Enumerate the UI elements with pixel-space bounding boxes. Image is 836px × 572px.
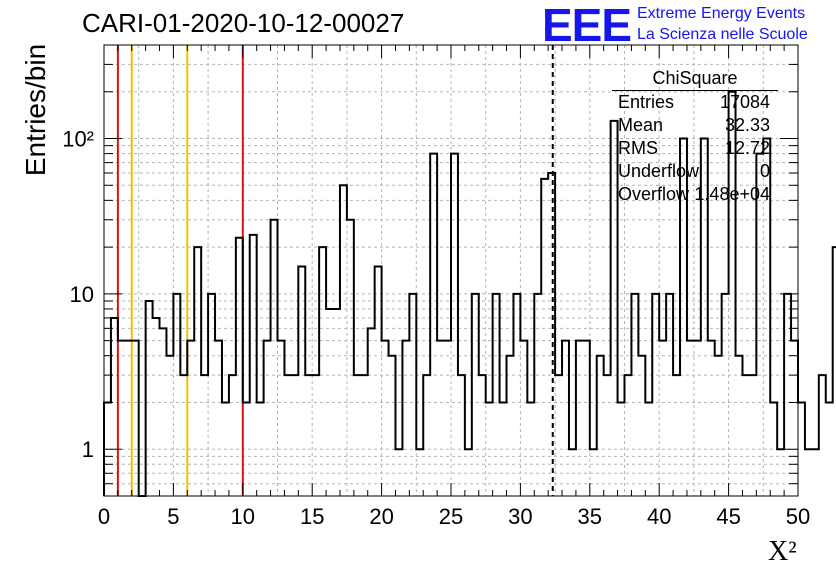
y-tick-label: 10² — [62, 127, 94, 152]
x-tick-label: 45 — [716, 504, 740, 529]
stats-title: ChiSquare — [612, 66, 778, 91]
histogram-series — [103, 90, 836, 497]
stats-row-underflow: Underflow 0 — [612, 160, 778, 183]
stats-value: 1.48e+04 — [694, 184, 770, 204]
x-tick-label: 25 — [439, 504, 463, 529]
x-tick-label: 5 — [167, 504, 179, 529]
logo-line-1: Extreme Energy Events — [637, 5, 806, 22]
stats-value: 12.72 — [724, 138, 770, 158]
stats-row-mean: Mean 32.33 — [612, 114, 778, 137]
stats-row-rms: RMS 12.72 — [612, 137, 778, 160]
y-tick-label: 1 — [82, 437, 94, 462]
logo-caption: Extreme Energy Events La Scienza nelle S… — [637, 3, 808, 45]
x-tick-label: 40 — [647, 504, 671, 529]
x-tick-label: 15 — [300, 504, 324, 529]
x-tick-label: 0 — [98, 504, 110, 529]
x-axis-label: X² — [768, 536, 797, 567]
y-axis-label: Entries/bin — [20, 43, 51, 177]
plot-title: CARI-01-2020-10-12-00027 — [82, 8, 405, 38]
stats-row-entries: Entries 17084 — [612, 91, 778, 114]
x-tick-label: 20 — [369, 504, 393, 529]
stats-label: Mean — [618, 115, 664, 135]
stats-value: 32.33 — [724, 115, 770, 135]
stats-value: 0 — [759, 161, 770, 181]
stats-label: Underflow — [618, 161, 700, 181]
x-tick-label: 50 — [786, 504, 810, 529]
stats-box: ChiSquare Entries 17084 Mean 32.33 RMS 12.7… — [612, 66, 778, 206]
eee-logo: EEE — [542, 0, 632, 51]
x-tick-label: 35 — [578, 504, 602, 529]
stats-row-overflow: Overflow 1.48e+04 — [612, 183, 778, 206]
logo-line-2: La Scienza nelle Scuole — [637, 26, 808, 43]
x-tick-label: 30 — [508, 504, 532, 529]
y-tick-label: 10 — [70, 282, 94, 307]
x-tick-label: 10 — [231, 504, 255, 529]
stats-label: RMS — [618, 138, 658, 158]
stats-label: Overflow — [618, 184, 690, 204]
stats-label: Entries — [618, 92, 675, 112]
stats-value: 17084 — [719, 92, 770, 112]
